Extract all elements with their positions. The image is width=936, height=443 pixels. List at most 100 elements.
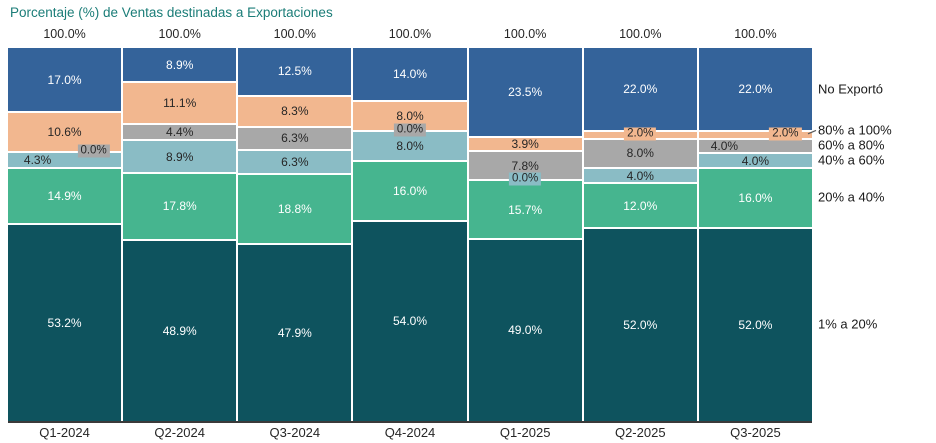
bar-segment-q3-2024-60-a-80[interactable]: 6.3% bbox=[238, 125, 352, 150]
bar-column-q2-2024: 8.9% 11.1% 4.4% 8.9% 17.8% 48.9% bbox=[123, 48, 237, 421]
bar-segment-q3-2025-1-a-20[interactable]: 52.0% bbox=[698, 227, 812, 421]
bar-segment-q2-2024-no-exporto[interactable]: 8.9% bbox=[123, 48, 237, 82]
bar-segment-q4-2024-40-a-60[interactable]: 8.0% bbox=[353, 130, 467, 160]
segment-value-label: 16.0% bbox=[738, 191, 773, 206]
x-axis-label-q4-2024: Q4-2024 bbox=[384, 425, 436, 440]
bar-segment-q1-2025-80-a-100[interactable]: 3.9% bbox=[468, 135, 582, 151]
bar-segment-q1-2025-20-a-40[interactable]: 15.7% bbox=[468, 179, 582, 238]
segment-value-label: 4.3% bbox=[23, 152, 52, 167]
segment-value-label: 49.0% bbox=[508, 323, 543, 338]
segment-value-label: 3.9% bbox=[511, 136, 539, 151]
segment-value-label: 14.0% bbox=[392, 67, 427, 82]
bar-segment-q2-2025-20-a-40[interactable]: 12.0% bbox=[583, 182, 697, 228]
segment-value-label: 4.0% bbox=[710, 138, 739, 153]
segment-value-label: 17.8% bbox=[162, 199, 197, 214]
bar-segment-q3-2025-80-a-100[interactable] bbox=[698, 130, 812, 138]
bar-segment-q3-2024-80-a-100[interactable]: 8.3% bbox=[238, 94, 352, 126]
segment-value-label: 4.0% bbox=[626, 168, 654, 183]
bar-segment-q2-2024-80-a-100[interactable]: 11.1% bbox=[123, 81, 237, 123]
x-axis-label-q2-2024: Q2-2024 bbox=[154, 425, 205, 440]
segment-value-label: 8.0% bbox=[626, 146, 654, 161]
bar-column-q1-2024: 17.0% 10.6% 0.0% 4.3% 14.9% 53.2% bbox=[8, 48, 122, 421]
segment-value-label: 52.0% bbox=[623, 318, 658, 332]
chart-title: Porcentaje (%) de Ventas destinadas a Ex… bbox=[10, 5, 333, 20]
bar-segment-q2-2024-20-a-40[interactable]: 17.8% bbox=[123, 172, 237, 239]
bar-segment-q4-2024-no-exporto[interactable]: 14.0% bbox=[353, 48, 467, 101]
bar-segment-q3-2024-no-exporto[interactable]: 12.5% bbox=[238, 48, 352, 95]
segment-value-label: 10.6% bbox=[47, 125, 82, 140]
segment-value-label: 16.0% bbox=[392, 183, 427, 198]
bar-segment-q3-2025-60-a-80[interactable]: 4.0% bbox=[698, 137, 812, 153]
bar-column-q3-2025: 22.0% 2.0% 4.0% 4.0% 16.0% 52.0% bbox=[698, 48, 812, 421]
bar-segment-q2-2024-1-a-20[interactable]: 48.9% bbox=[123, 238, 237, 421]
bar-segment-q4-2024-1-a-20[interactable]: 54.0% bbox=[353, 219, 467, 421]
segment-value-label: 6.3% bbox=[281, 154, 309, 169]
bar-segment-q2-2025-40-a-60[interactable]: 4.0% bbox=[583, 167, 697, 183]
bar-segment-q1-2024-20-a-40[interactable]: 14.9% bbox=[8, 166, 122, 223]
x-axis-label-q3-2024: Q3-2024 bbox=[269, 425, 321, 440]
plot-area: 17.0% 10.6% 0.0% 4.3% 14.9% 53.2% 8.9% 11.1% 4.4… bbox=[8, 48, 812, 422]
segment-value-label: 22.0% bbox=[623, 82, 658, 97]
bar-segment-q3-2024-40-a-60[interactable]: 6.3% bbox=[238, 149, 352, 173]
bar-segment-q3-2024-1-a-20[interactable]: 47.9% bbox=[238, 242, 352, 422]
bar-segment-q3-2025-40-a-60[interactable]: 4.0% bbox=[698, 152, 812, 168]
segment-value-label: 11.1% bbox=[163, 95, 197, 110]
column-total-q2-2025: 100.0% bbox=[619, 27, 662, 41]
segment-value-label: 7.8% bbox=[511, 158, 539, 173]
segment-value-chip-q1-2024-60-a-80: 0.0% bbox=[77, 144, 110, 158]
segment-value-label: 17.0% bbox=[47, 72, 82, 87]
bar-segment-q2-2025-no-exporto[interactable]: 22.0% bbox=[583, 48, 697, 131]
segment-value-label: 18.8% bbox=[277, 201, 312, 216]
segment-value-label: 6.3% bbox=[281, 131, 309, 146]
legend-label-20-a-40: 20% a 40% bbox=[818, 189, 885, 205]
column-total-q1-2024: 100.0% bbox=[43, 27, 86, 41]
segment-value-label: 8.0% bbox=[396, 138, 424, 153]
segment-value-label: 48.9% bbox=[162, 323, 197, 338]
segment-value-chip-q2-2025-80-a-100: 2.0% bbox=[624, 127, 657, 141]
bar-segment-q1-2024-no-exporto[interactable]: 17.0% bbox=[8, 48, 122, 112]
bar-segment-q2-2024-40-a-60[interactable]: 8.9% bbox=[123, 139, 237, 173]
bar-segment-q2-2025-60-a-80[interactable]: 8.0% bbox=[583, 137, 697, 168]
segment-value-label: 4.4% bbox=[166, 124, 194, 139]
bar-column-q3-2024: 12.5% 8.3% 6.3% 6.3% 18.8% 47.9% bbox=[238, 48, 352, 422]
segment-value-label: 8.9% bbox=[166, 149, 194, 164]
bar-segment-q4-2024-20-a-40[interactable]: 16.0% bbox=[353, 159, 467, 220]
bar-segment-q1-2024-1-a-20[interactable]: 53.2% bbox=[8, 222, 122, 421]
segment-value-label: 47.9% bbox=[277, 326, 312, 341]
segment-value-label: 12.0% bbox=[623, 198, 658, 213]
x-axis-line bbox=[8, 421, 812, 423]
segment-value-label: 4.0% bbox=[741, 153, 770, 168]
column-total-q3-2024: 100.0% bbox=[273, 27, 317, 41]
legend-label-40-a-60: 40% a 60% bbox=[818, 152, 885, 168]
legend-label-no-exporto: No Exportó bbox=[818, 81, 884, 97]
bar-column-q1-2025: 23.5% 3.9% 7.8% 0.0% 15.7% 49.0% bbox=[468, 48, 582, 421]
segment-value-label: 23.5% bbox=[508, 84, 543, 99]
bar-segment-q3-2025-no-exporto[interactable]: 22.0% bbox=[698, 48, 812, 131]
segment-value-label: 53.2% bbox=[47, 315, 82, 330]
x-axis-label-q1-2025: Q1-2025 bbox=[499, 425, 551, 440]
column-total-q3-2025: 100.0% bbox=[734, 27, 777, 41]
bar-column-q4-2024: 14.0% 8.0% 0.0% 8.0% 16.0% 54.0% bbox=[353, 48, 467, 421]
segment-value-chip-q1-2025-40-a-60: 0.0% bbox=[509, 172, 542, 186]
legend-label-1-a-20: 1% a 20% bbox=[818, 316, 878, 332]
bar-segment-q3-2024-20-a-40[interactable]: 18.8% bbox=[238, 172, 352, 243]
segment-value-chip-q4-2024-60-a-80: 0.0% bbox=[393, 123, 427, 137]
bar-column-q2-2025: 22.0% 2.0% 8.0% 4.0% 12.0% 52.0% bbox=[583, 48, 697, 421]
segment-value-label: 52.0% bbox=[738, 318, 773, 332]
segment-value-chip-q3-2025-80-a-100: 2.0% bbox=[769, 127, 802, 141]
bar-segment-q2-2025-1-a-20[interactable]: 52.0% bbox=[583, 227, 697, 421]
column-total-q4-2024: 100.0% bbox=[388, 27, 432, 41]
bar-segment-q3-2025-20-a-40[interactable]: 16.0% bbox=[698, 167, 812, 228]
bar-segment-q1-2025-no-exporto[interactable]: 23.5% bbox=[468, 48, 582, 136]
segment-value-label: 15.7% bbox=[508, 202, 543, 217]
bar-segment-q1-2025-1-a-20[interactable]: 49.0% bbox=[468, 237, 582, 421]
segment-value-label: 54.0% bbox=[392, 314, 427, 329]
segment-value-label: 8.0% bbox=[396, 109, 424, 124]
bar-segment-q2-2024-60-a-80[interactable]: 4.4% bbox=[123, 122, 237, 139]
column-total-q1-2025: 100.0% bbox=[503, 27, 547, 41]
segment-value-label: 8.9% bbox=[166, 57, 194, 72]
bar-segment-q1-2024-80-a-100[interactable]: 10.6% bbox=[8, 111, 122, 151]
segment-value-label: 8.3% bbox=[281, 104, 309, 119]
legend-label-80-a-100: 80% a 100% bbox=[818, 122, 892, 138]
